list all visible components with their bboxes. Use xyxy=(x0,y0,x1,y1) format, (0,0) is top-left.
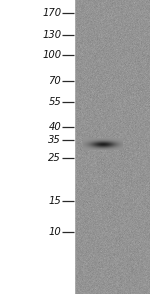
Text: 100: 100 xyxy=(42,50,61,60)
Text: 15: 15 xyxy=(48,196,61,206)
Text: 35: 35 xyxy=(48,135,61,145)
Text: 170: 170 xyxy=(42,8,61,18)
Text: 130: 130 xyxy=(42,30,61,40)
Text: 40: 40 xyxy=(48,122,61,132)
Text: 25: 25 xyxy=(48,153,61,163)
Text: 70: 70 xyxy=(48,76,61,86)
Text: 55: 55 xyxy=(48,97,61,107)
Text: 10: 10 xyxy=(48,227,61,237)
